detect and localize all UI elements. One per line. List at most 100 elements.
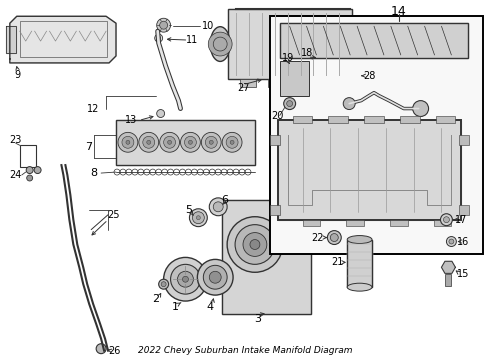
Text: 10: 10 <box>202 21 215 31</box>
Text: 27: 27 <box>237 83 249 93</box>
Circle shape <box>226 136 238 148</box>
Bar <box>364 116 384 123</box>
Text: 17: 17 <box>455 215 467 225</box>
Bar <box>222 200 312 314</box>
Bar <box>270 205 280 215</box>
Circle shape <box>279 212 285 218</box>
Text: 22: 22 <box>311 233 324 243</box>
Circle shape <box>205 136 217 148</box>
Bar <box>400 116 419 123</box>
Bar <box>459 205 469 215</box>
Text: 3: 3 <box>254 314 261 324</box>
Text: 14: 14 <box>391 5 407 18</box>
Circle shape <box>250 239 260 249</box>
Circle shape <box>139 132 159 152</box>
Polygon shape <box>116 121 255 165</box>
Bar <box>390 220 408 226</box>
Circle shape <box>160 132 179 152</box>
Bar <box>280 23 468 58</box>
Circle shape <box>343 98 355 109</box>
Ellipse shape <box>210 27 230 62</box>
Polygon shape <box>347 239 372 287</box>
Text: 11: 11 <box>186 35 198 45</box>
Text: 15: 15 <box>457 269 469 279</box>
Circle shape <box>193 212 204 224</box>
Circle shape <box>180 132 200 152</box>
Circle shape <box>157 36 161 40</box>
Circle shape <box>190 209 207 227</box>
Ellipse shape <box>347 283 372 291</box>
Circle shape <box>209 271 221 283</box>
Circle shape <box>213 37 227 51</box>
Circle shape <box>227 217 283 272</box>
Bar <box>116 121 255 165</box>
Text: 23: 23 <box>10 135 22 145</box>
Circle shape <box>177 271 194 287</box>
Circle shape <box>443 217 449 223</box>
Bar <box>347 74 361 79</box>
Text: 13: 13 <box>125 116 137 126</box>
Circle shape <box>208 32 232 56</box>
Polygon shape <box>278 121 461 220</box>
Polygon shape <box>6 26 16 53</box>
Text: 7: 7 <box>85 142 92 152</box>
Bar <box>278 121 461 220</box>
Circle shape <box>209 140 213 144</box>
Bar <box>20 21 107 57</box>
Circle shape <box>157 109 165 117</box>
Bar <box>280 61 310 96</box>
Circle shape <box>413 100 429 117</box>
Circle shape <box>230 140 234 144</box>
Circle shape <box>161 282 166 287</box>
Circle shape <box>143 136 155 148</box>
Bar <box>295 79 312 87</box>
Bar <box>347 239 372 287</box>
Circle shape <box>441 214 452 226</box>
Bar <box>302 220 320 226</box>
Bar <box>436 116 455 123</box>
Circle shape <box>449 239 454 244</box>
Bar <box>323 79 339 87</box>
Text: 2022 Chevy Suburban Intake Manifold Diagram: 2022 Chevy Suburban Intake Manifold Diag… <box>138 346 352 355</box>
Text: 28: 28 <box>363 71 375 81</box>
Circle shape <box>209 198 227 216</box>
Circle shape <box>96 344 106 354</box>
Polygon shape <box>222 200 312 314</box>
Bar <box>268 79 284 87</box>
Polygon shape <box>228 9 352 79</box>
Bar <box>270 135 280 145</box>
Text: 5: 5 <box>185 205 192 215</box>
Circle shape <box>182 276 189 282</box>
Circle shape <box>164 136 175 148</box>
Circle shape <box>203 265 227 289</box>
Circle shape <box>26 175 33 181</box>
Bar <box>434 220 451 226</box>
Text: 20: 20 <box>271 111 284 121</box>
Text: 19: 19 <box>282 53 294 63</box>
Circle shape <box>276 209 288 221</box>
Circle shape <box>284 98 295 109</box>
Bar <box>445 274 451 286</box>
Circle shape <box>446 237 456 247</box>
Bar <box>20 145 36 167</box>
Circle shape <box>147 140 151 144</box>
Circle shape <box>118 132 138 152</box>
Text: 8: 8 <box>91 168 98 178</box>
Bar <box>293 116 313 123</box>
Polygon shape <box>280 23 468 58</box>
Circle shape <box>235 225 275 264</box>
Circle shape <box>287 100 293 107</box>
Ellipse shape <box>347 235 372 243</box>
Circle shape <box>164 257 207 301</box>
Text: 25: 25 <box>107 210 119 220</box>
Circle shape <box>155 34 163 42</box>
Text: 1: 1 <box>172 302 179 312</box>
Circle shape <box>201 132 221 152</box>
Circle shape <box>122 136 134 148</box>
Circle shape <box>327 231 341 244</box>
Circle shape <box>157 18 171 32</box>
Circle shape <box>171 264 200 294</box>
Text: 26: 26 <box>108 346 120 356</box>
Circle shape <box>196 216 200 220</box>
Circle shape <box>189 140 193 144</box>
